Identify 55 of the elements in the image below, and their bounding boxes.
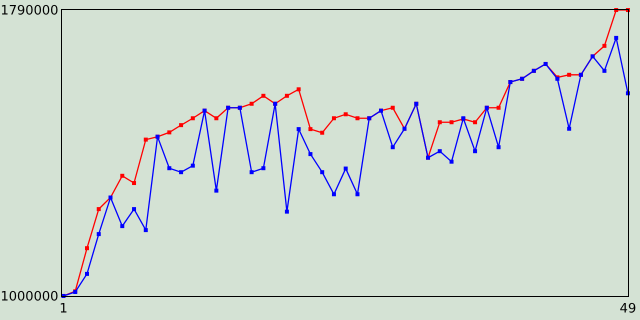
point xyxy=(132,207,136,212)
point xyxy=(438,149,442,154)
point xyxy=(250,102,254,106)
x-tick-label: 49 xyxy=(620,302,636,317)
point xyxy=(332,116,336,120)
point xyxy=(355,116,360,120)
point xyxy=(355,192,360,196)
point xyxy=(120,224,124,228)
point xyxy=(84,246,89,250)
point xyxy=(344,166,348,171)
point xyxy=(167,130,172,134)
point xyxy=(344,112,348,116)
point xyxy=(473,120,478,124)
point xyxy=(214,116,218,120)
point xyxy=(190,164,195,168)
point xyxy=(567,126,572,131)
point xyxy=(144,228,148,232)
point xyxy=(308,152,312,156)
point xyxy=(261,94,266,98)
y-tick-label: 1000000 xyxy=(0,290,58,305)
x-tick-label: 1 xyxy=(59,302,68,317)
point xyxy=(190,116,195,120)
point xyxy=(96,207,101,212)
point xyxy=(602,44,606,48)
point xyxy=(132,181,136,186)
point xyxy=(308,127,312,132)
point xyxy=(320,170,324,174)
point xyxy=(496,145,501,150)
point xyxy=(496,106,501,110)
point xyxy=(296,87,301,92)
point xyxy=(261,166,266,170)
point xyxy=(438,120,442,124)
point xyxy=(450,160,454,164)
point xyxy=(96,232,101,236)
point xyxy=(120,174,124,178)
point xyxy=(214,188,218,193)
point xyxy=(390,145,395,150)
point xyxy=(284,94,289,98)
point xyxy=(614,36,618,40)
point xyxy=(332,192,336,196)
point xyxy=(473,149,478,154)
point xyxy=(84,272,89,276)
point xyxy=(296,127,301,132)
point xyxy=(144,138,148,142)
y-tick-label: 1790000 xyxy=(0,4,58,19)
point xyxy=(567,72,572,77)
point xyxy=(284,210,289,214)
point xyxy=(602,68,606,73)
point xyxy=(390,106,395,110)
point xyxy=(450,120,454,124)
point xyxy=(179,123,184,128)
point xyxy=(167,166,172,170)
point xyxy=(250,170,254,174)
point xyxy=(179,170,184,174)
point xyxy=(320,130,324,135)
